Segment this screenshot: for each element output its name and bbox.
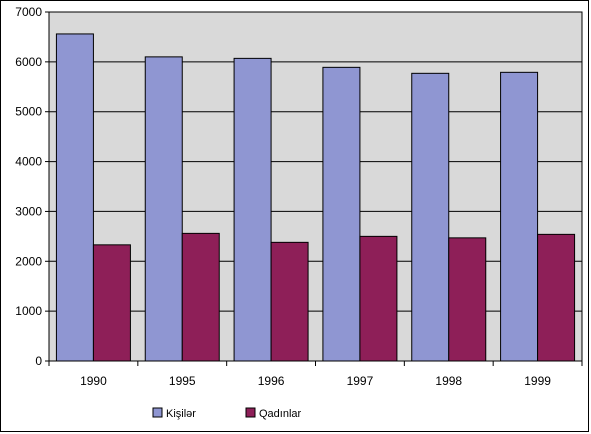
y-tick-label: 5000 xyxy=(15,105,42,119)
legend: Kişilər Qadınlar xyxy=(152,407,302,420)
bar-kisiler-1999 xyxy=(500,71,539,362)
x-tick-label: 1999 xyxy=(524,374,551,388)
y-tick-label: 6000 xyxy=(15,55,42,69)
bar-qadinlar-1996 xyxy=(270,241,309,362)
bar-kisiler-1995 xyxy=(144,56,183,362)
y-tick-label: 3000 xyxy=(15,204,42,218)
bar-qadinlar-1998 xyxy=(448,237,487,362)
x-tick-label: 1996 xyxy=(258,374,285,388)
y-tick-label: 4000 xyxy=(15,155,42,169)
bar-qadinlar-1990 xyxy=(92,244,131,362)
axes: 0 1000 2000 3000 4000 5000 6000 7000 1990 1995 199… xyxy=(15,5,583,388)
bar-qadinlar-1995 xyxy=(181,232,220,362)
y-tick-label: 2000 xyxy=(15,254,42,268)
legend-swatch-qadinlar xyxy=(245,407,256,418)
x-tick-label: 1998 xyxy=(435,374,462,388)
bar-kisiler-1996 xyxy=(233,57,272,362)
legend-label-qadinlar: Qadınlar xyxy=(259,408,302,420)
y-tick-label: 1000 xyxy=(15,304,42,318)
plot-border xyxy=(48,11,583,362)
y-tick-label: 7000 xyxy=(15,5,42,19)
plot-area xyxy=(49,11,582,361)
x-tick-label: 1990 xyxy=(80,374,107,388)
x-tick-label: 1997 xyxy=(347,374,374,388)
bar-kisiler-1997 xyxy=(322,66,361,362)
bar-kisiler-1990 xyxy=(55,33,94,362)
plot-background xyxy=(49,12,582,361)
bar-qadinlar-1999 xyxy=(537,233,576,362)
legend-label-kisiler: Kişilər xyxy=(166,408,196,420)
bar-qadinlar-1997 xyxy=(359,235,398,362)
bar-kisiler-1998 xyxy=(411,72,450,362)
legend-swatch-kisiler xyxy=(152,407,163,418)
y-tick-label: 0 xyxy=(35,354,42,368)
x-tick-label: 1995 xyxy=(169,374,196,388)
